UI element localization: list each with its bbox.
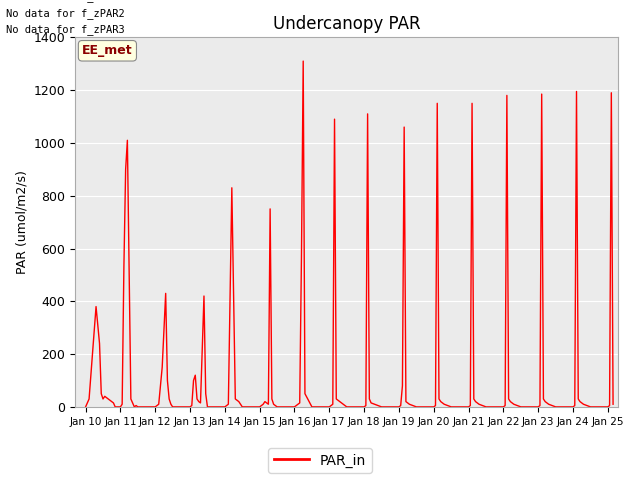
Y-axis label: PAR (umol/m2/s): PAR (umol/m2/s) [15,170,28,274]
Text: No data for f_zPAR3: No data for f_zPAR3 [6,24,125,36]
Legend: PAR_in: PAR_in [268,448,372,473]
Title: Undercanopy PAR: Undercanopy PAR [273,15,420,33]
Text: No data for f_zPAR1: No data for f_zPAR1 [6,0,125,2]
Text: EE_met: EE_met [82,44,132,57]
Text: No data for f_zPAR2: No data for f_zPAR2 [6,8,125,19]
